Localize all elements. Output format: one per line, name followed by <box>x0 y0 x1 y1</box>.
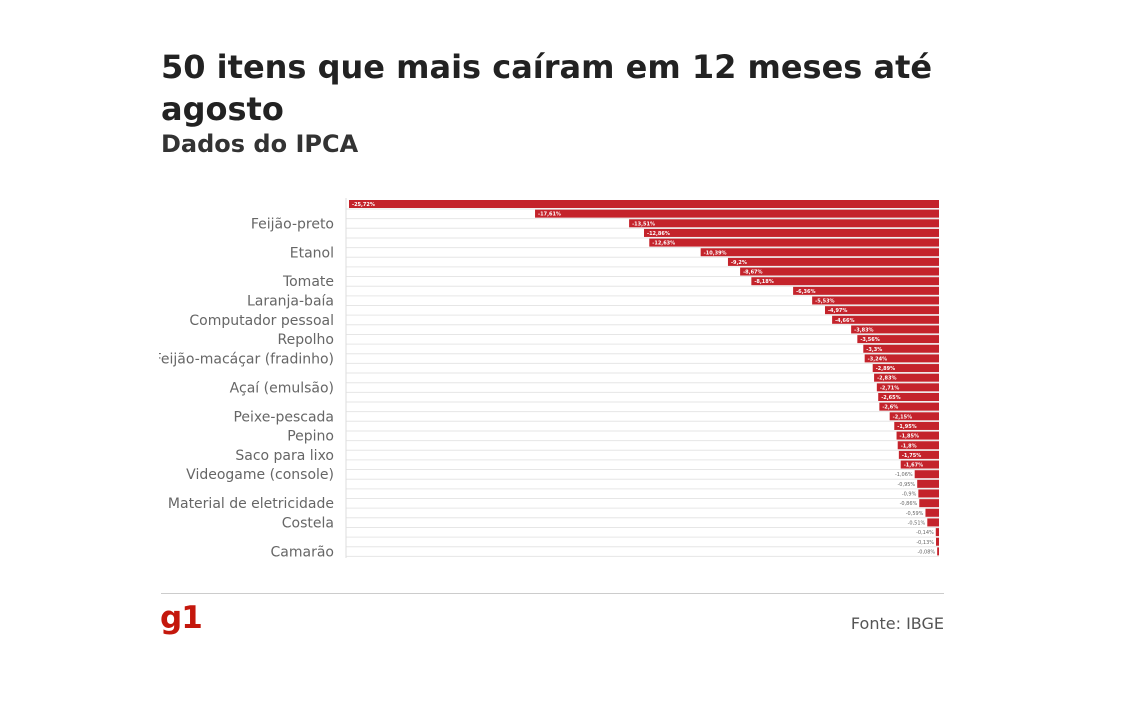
bar <box>879 402 939 411</box>
bar <box>914 470 939 479</box>
value-label: -3,56% <box>860 337 879 343</box>
bar <box>857 335 939 344</box>
value-label: -0,13% <box>916 540 934 546</box>
chart-area: -25,72% -17,61% -13,51% Feijão-preto -12,86%… <box>159 196 945 558</box>
bar <box>832 315 939 324</box>
value-label: -1,75% <box>902 453 921 459</box>
value-label: -0,14% <box>916 530 934 536</box>
chart-subtitle: Dados do IPCA <box>161 130 359 158</box>
bar <box>644 228 939 237</box>
bar <box>918 489 939 498</box>
bar <box>700 248 939 257</box>
category-label: Feijão-macáçar (fradinho) <box>159 351 334 367</box>
bar <box>874 373 939 382</box>
bar <box>864 354 939 363</box>
bar <box>919 499 939 508</box>
chart-title: 50 itens que mais caíram em 12 meses até… <box>161 48 933 128</box>
bar <box>535 209 939 218</box>
bar-chart: -25,72% -17,61% -13,51% Feijão-preto -12,86%… <box>159 198 939 558</box>
value-label: -13,51% <box>632 221 655 227</box>
category-label: Videogame (console) <box>186 467 334 483</box>
value-label: -3,83% <box>854 327 873 333</box>
value-label: -8,67% <box>743 270 762 276</box>
value-label: -4,66% <box>835 318 854 324</box>
bar <box>812 296 939 305</box>
value-label: -0,59% <box>906 511 924 517</box>
bar <box>936 537 939 546</box>
bar <box>898 450 939 459</box>
bar <box>751 277 939 286</box>
bar <box>740 267 939 276</box>
bar <box>876 383 939 392</box>
value-label: -1,67% <box>904 463 923 469</box>
category-label: Computador pessoal <box>189 313 334 329</box>
value-label: -5,53% <box>815 299 834 305</box>
value-label: -0,9% <box>902 492 917 498</box>
category-label: Pepino <box>287 429 334 445</box>
value-label: -0,08% <box>917 549 935 555</box>
g1-logo: g1 <box>160 600 203 636</box>
value-label: -2,15% <box>893 414 912 420</box>
category-label: Saco para lixo <box>235 448 334 464</box>
category-label: Feijão-preto <box>251 216 334 232</box>
bar <box>851 325 939 334</box>
bar <box>727 257 939 266</box>
value-label: -3,24% <box>868 356 887 362</box>
category-label: Tomate <box>282 274 334 290</box>
category-label: Açaí (emulsão) <box>230 380 334 396</box>
bar <box>900 460 939 469</box>
bar <box>896 431 939 440</box>
bar <box>894 421 939 430</box>
value-label: -1,8% <box>901 443 917 449</box>
bar <box>649 238 939 247</box>
value-label: -1,85% <box>900 434 919 440</box>
value-label: -2,6% <box>882 405 898 411</box>
bar <box>935 528 939 537</box>
bar <box>927 518 939 527</box>
value-label: -1,06% <box>895 472 913 478</box>
value-label: -12,86% <box>647 231 670 237</box>
bar <box>863 344 939 353</box>
value-label: -17,61% <box>538 212 561 218</box>
value-label: -2,89% <box>876 366 895 372</box>
value-label: -9,2% <box>731 260 747 266</box>
value-label: -1,95% <box>897 424 916 430</box>
category-label: Material de eletricidade <box>168 496 334 512</box>
bar <box>793 286 939 295</box>
value-label: -4,97% <box>828 308 847 314</box>
bar <box>878 393 939 401</box>
category-label: Peixe-pescada <box>233 409 334 425</box>
value-label: -0,95% <box>898 482 916 488</box>
value-label: -2,65% <box>881 395 900 401</box>
value-label: -2,83% <box>877 376 896 382</box>
category-label: Costela <box>282 515 334 531</box>
value-label: -12,63% <box>652 241 675 247</box>
bar <box>917 479 939 488</box>
footer-divider <box>161 593 944 594</box>
bar <box>889 412 939 421</box>
value-label: -0,86% <box>900 501 918 507</box>
bar <box>925 508 939 517</box>
value-label: -0,51% <box>908 520 926 526</box>
category-label: Etanol <box>290 245 334 261</box>
value-label: -25,72% <box>352 202 375 208</box>
category-label: Laranja-baía <box>247 294 334 310</box>
value-label: -6,36% <box>796 289 815 295</box>
value-label: -3,3% <box>866 347 882 353</box>
bar <box>937 547 939 556</box>
bar <box>897 441 939 450</box>
bar <box>872 364 939 373</box>
category-label: Camarão <box>271 544 334 558</box>
value-label: -10,39% <box>704 250 727 256</box>
value-label: -2,71% <box>880 385 899 391</box>
category-label: Repolho <box>278 332 335 348</box>
bar <box>349 200 939 208</box>
bar <box>629 219 939 228</box>
bar <box>824 306 939 315</box>
value-label: -8,18% <box>754 279 773 285</box>
source-note: Fonte: IBGE <box>850 614 944 633</box>
